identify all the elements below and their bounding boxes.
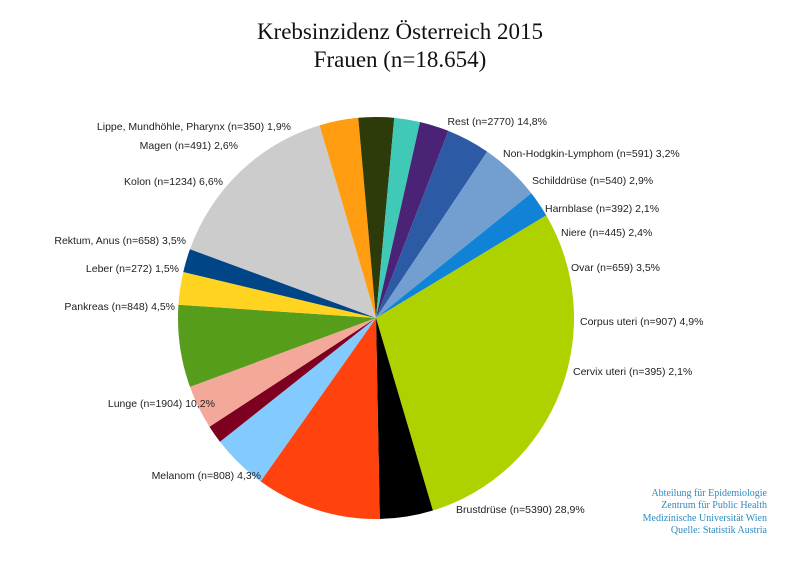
pie-slice-melanom: [376, 318, 433, 519]
slice-label-leber: Leber (n=272) 1,5%: [86, 263, 179, 275]
pie-slice-harnblase: [376, 117, 421, 318]
pie-slice-pankreas: [219, 318, 376, 482]
slice-label-harnblase: Harnblase (n=392) 2,1%: [545, 203, 659, 215]
chart-title: Krebsinzidenz Österreich 2015: [256, 19, 544, 44]
slice-label-cervix-uteri: Cervix uteri (n=395) 2,1%: [573, 366, 692, 378]
slice-label-rektum-anus: Rektum, Anus (n=658) 3,5%: [54, 235, 186, 247]
slice-label-lippe-mundhoehle-pharynx: Lippe, Mundhöhle, Pharynx (n=350) 1,9%: [97, 121, 291, 133]
credit-line-department: Abteilung für Epidemiologie: [651, 488, 767, 499]
pie-slice-kolon: [178, 304, 376, 387]
slice-label-pankreas: Pankreas (n=848) 4,5%: [64, 301, 175, 313]
pie-slice-corpus-uteri: [376, 151, 532, 318]
credit-line-center: Zentrum für Public Health: [661, 500, 767, 512]
credit-line-university: Medizinische Universität Wien: [642, 512, 767, 524]
pie-slice-leber: [209, 318, 376, 442]
pie-slice-brustdruese: [376, 215, 575, 511]
pie-slice-lippe-mundhoehle-pharynx: [183, 249, 376, 318]
pie-slice-rektum-anus: [189, 318, 376, 427]
pie-slice-cervix-uteri: [376, 193, 547, 318]
slice-label-ovar: Ovar (n=659) 3,5%: [571, 262, 660, 274]
slice-label-schilddruese: Schilddrüse (n=540) 2,9%: [532, 175, 653, 187]
pie-slice-rest: [189, 125, 376, 318]
slice-label-niere: Niere (n=445) 2,4%: [561, 227, 652, 239]
slice-label-lunge: Lunge (n=1904) 10,2%: [108, 398, 215, 410]
pie-slice-lunge: [260, 318, 380, 519]
pie-slice-magen: [178, 271, 376, 318]
pie-slice-ovar: [376, 130, 488, 318]
credit-line-source: Quelle: Statistik Austria: [670, 524, 767, 536]
slice-label-brustdruese: Brustdrüse (n=5390) 28,9%: [456, 504, 585, 516]
slice-label-non-hodgkin-lymphom: Non-Hodgkin-Lymphom (n=591) 3,2%: [503, 148, 680, 160]
pie-slice-non-hodgkin-lymphom: [319, 117, 376, 318]
chart-subtitle: Frauen (n=18.654): [313, 47, 487, 72]
slice-label-corpus-uteri: Corpus uteri (n=907) 4,9%: [580, 316, 703, 328]
slice-label-magen: Magen (n=491) 2,6%: [140, 140, 238, 152]
pie-slice-schilddruese: [358, 116, 395, 318]
pie-slice-niere: [376, 122, 449, 318]
slice-label-kolon: Kolon (n=1234) 6,6%: [124, 176, 223, 188]
credits: Abteilung für Epidemiologie Zentrum für …: [643, 488, 767, 537]
slice-label-melanom: Melanom (n=808) 4,3%: [152, 470, 261, 482]
slice-label-rest: Rest (n=2770) 14,8%: [447, 116, 547, 128]
